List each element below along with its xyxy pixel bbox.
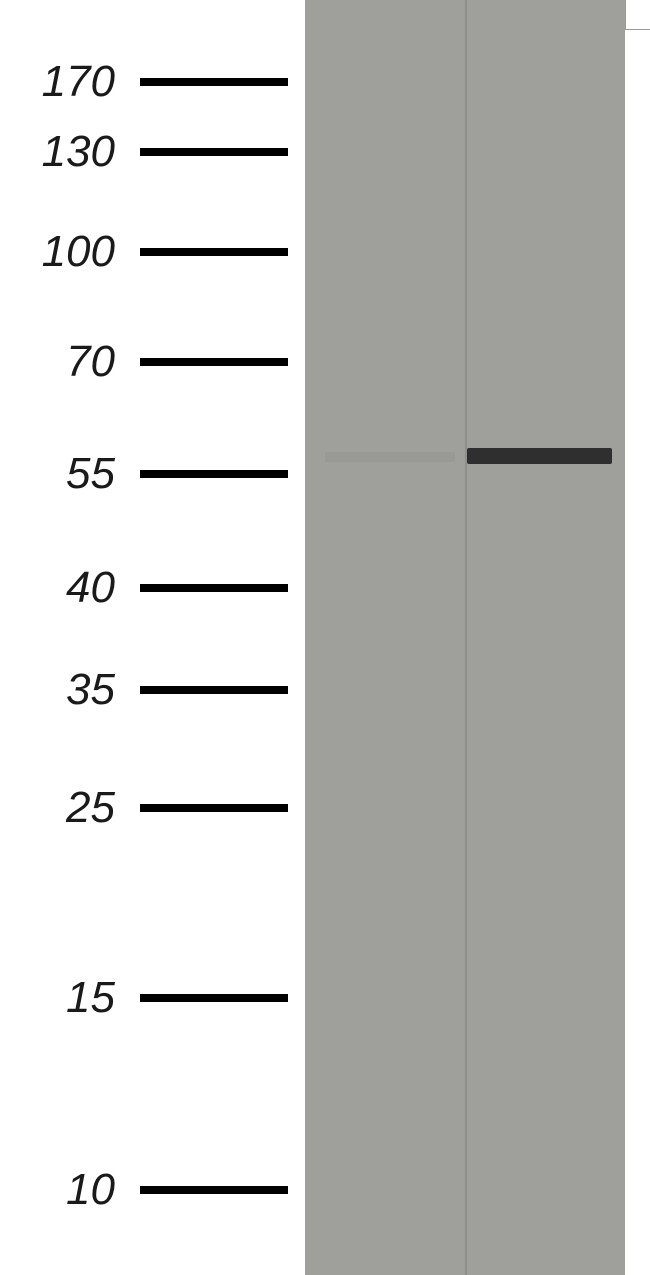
blot-membrane: [305, 0, 625, 1275]
marker-label: 10: [66, 1165, 115, 1215]
band-lane2-55kda: [467, 448, 612, 464]
molecular-weight-ladder: 170 130 100 70 55 40 35 25: [0, 0, 305, 1275]
marker-tick: [140, 804, 288, 812]
marker-tick: [140, 686, 288, 694]
western-blot-figure: 170 130 100 70 55 40 35 25: [0, 0, 650, 1275]
marker-label: 170: [42, 57, 115, 107]
marker-label: 70: [66, 337, 115, 387]
right-white-notch: [625, 0, 650, 30]
marker-label: 40: [66, 563, 115, 613]
marker-tick: [140, 1186, 288, 1194]
marker-tick: [140, 78, 288, 86]
marker-label: 35: [66, 665, 115, 715]
marker-tick: [140, 148, 288, 156]
marker-label: 55: [66, 449, 115, 499]
marker-tick: [140, 248, 288, 256]
marker-label: 15: [66, 973, 115, 1023]
marker-tick: [140, 358, 288, 366]
marker-label: 25: [66, 783, 115, 833]
marker-tick: [140, 470, 288, 478]
marker-label: 100: [42, 227, 115, 277]
lane-2: [467, 0, 625, 1275]
marker-tick: [140, 584, 288, 592]
marker-tick: [140, 994, 288, 1002]
band-lane1-faint: [325, 452, 455, 462]
marker-label: 130: [42, 127, 115, 177]
lane-1: [305, 0, 465, 1275]
